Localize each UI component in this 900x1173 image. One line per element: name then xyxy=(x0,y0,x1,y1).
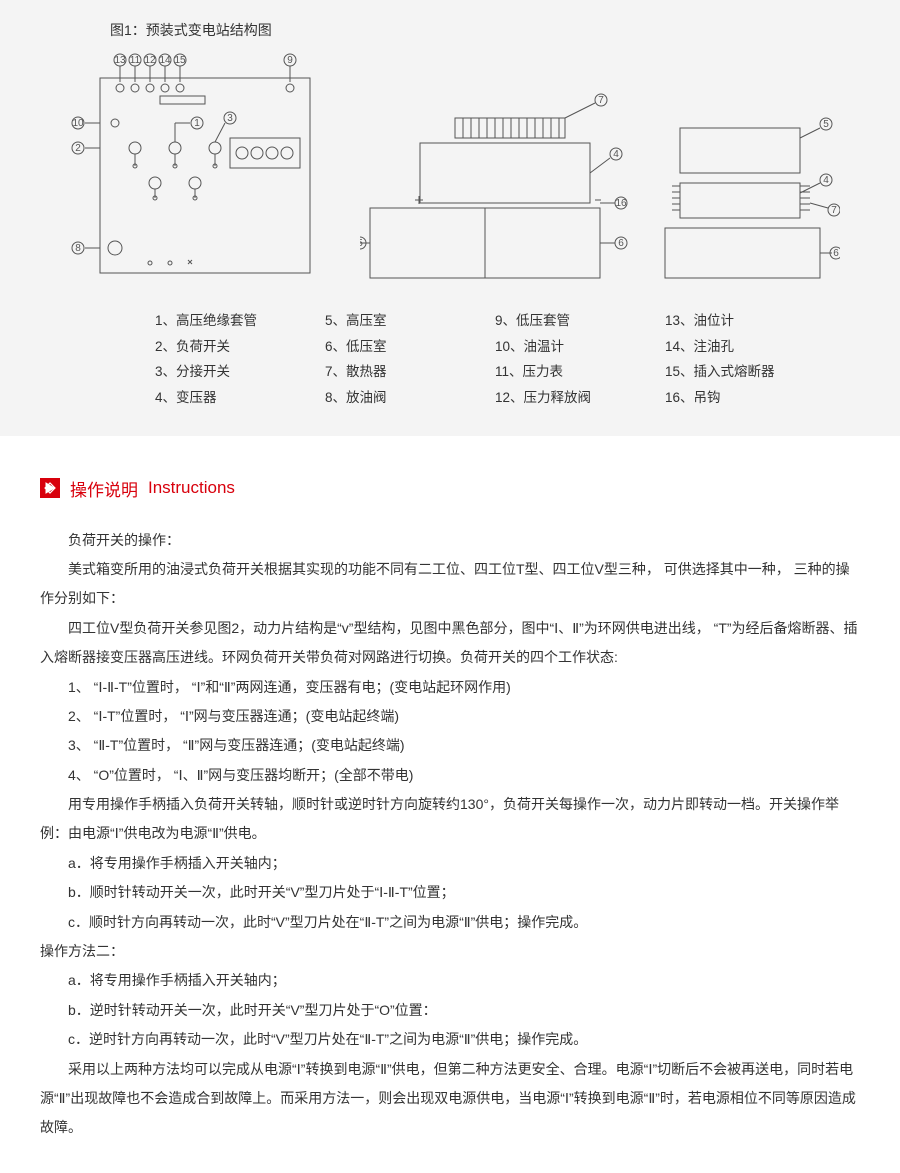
svg-text:7: 7 xyxy=(598,95,604,106)
step: a．将专用操作手柄插入开关轴内； xyxy=(40,849,860,878)
instructions-body: 负荷开关的操作： 美式箱变所用的油浸式负荷开关根据其实现的功能不同有二工位、四工… xyxy=(0,526,900,1173)
svg-text:14: 14 xyxy=(159,55,171,66)
svg-text:8: 8 xyxy=(75,243,81,254)
legend-item: 3、分接开关 xyxy=(155,359,275,385)
para: 用专用操作手柄插入负荷开关转轴，顺时针或逆时针方向旋转约130°，负荷开关每操作… xyxy=(40,790,860,849)
figure-panel: 图1：预装式变电站结构图 xyxy=(0,0,900,436)
section-header: 操作说明 Instructions xyxy=(40,476,900,501)
step: b．顺时针转动开关一次，此时开关“V”型刀片处于“Ⅰ-Ⅱ-T”位置； xyxy=(40,878,860,907)
legend-item: 5、高压室 xyxy=(325,308,445,334)
svg-text:1: 1 xyxy=(194,118,200,129)
list-item: 4、 “O”位置时， “Ⅰ、Ⅱ”网与变压器均断开；(全部不带电) xyxy=(40,761,860,790)
svg-text:5: 5 xyxy=(360,238,363,249)
legend-item: 4、变压器 xyxy=(155,385,275,411)
svg-text:6: 6 xyxy=(833,248,839,259)
legend-col-2: 5、高压室 6、低压室 7、散热器 8、放油阀 xyxy=(325,308,445,411)
legend-item: 9、低压套管 xyxy=(495,308,615,334)
list-item: 3、 “Ⅱ-T”位置时， “Ⅱ”网与变压器连通；(变电站起终端) xyxy=(40,731,860,760)
svg-text:5: 5 xyxy=(823,119,829,130)
legend-item: 1、高压绝缘套管 xyxy=(155,308,275,334)
legend-item: 12、压力释放阀 xyxy=(495,385,615,411)
legend-item: 8、放油阀 xyxy=(325,385,445,411)
legend-col-1: 1、高压绝缘套管 2、负荷开关 3、分接开关 4、变压器 xyxy=(155,308,275,411)
legend-item: 6、低压室 xyxy=(325,334,445,360)
legend: 1、高压绝缘套管 2、负荷开关 3、分接开关 4、变压器 5、高压室 6、低压室… xyxy=(30,308,870,411)
svg-text:4: 4 xyxy=(613,149,619,160)
svg-text:16: 16 xyxy=(615,198,627,209)
svg-text:6: 6 xyxy=(618,238,624,249)
step: c．逆时针方向再转动一次，此时“V”型刀片处在“Ⅱ-T”之间为电源“Ⅱ”供电；操… xyxy=(40,1025,860,1054)
legend-item: 11、压力表 xyxy=(495,359,615,385)
para: 四工位V型负荷开关参见图2，动力片结构是“v”型结构，见图中黑色部分，图中“Ⅰ、… xyxy=(40,614,860,673)
legend-item: 14、注油孔 xyxy=(665,334,785,360)
svg-text:9: 9 xyxy=(287,55,293,66)
para: 美式箱变所用的油浸式负荷开关根据其实现的功能不同有二工位、四工位T型、四工位V型… xyxy=(40,555,860,614)
svg-text:15: 15 xyxy=(174,55,186,66)
legend-item: 15、插入式熔断器 xyxy=(665,359,785,385)
section-title-en: Instructions xyxy=(148,478,235,498)
step: a．将专用操作手柄插入开关轴内； xyxy=(40,966,860,995)
para: 负荷开关的操作： xyxy=(40,526,860,555)
list-item: 2、 “Ⅰ-T”位置时， “Ⅰ”网与变压器连通；(变电站起终端) xyxy=(40,702,860,731)
diagram-c: 5 4 7 6 xyxy=(650,108,840,288)
legend-item: 10、油温计 xyxy=(495,334,615,360)
legend-item: 2、负荷开关 xyxy=(155,334,275,360)
svg-text:10: 10 xyxy=(72,118,84,129)
list-item: 1、 “Ⅰ-Ⅱ-T”位置时， “Ⅰ”和“Ⅱ”两网连通，变压器有电；(变电站起环网… xyxy=(40,673,860,702)
section-title-zh: 操作说明 xyxy=(70,476,138,501)
svg-text:11: 11 xyxy=(130,55,141,66)
legend-col-4: 13、油位计 14、注油孔 15、插入式熔断器 16、吊钩 xyxy=(665,308,785,411)
para: 操作方法二： xyxy=(40,937,860,966)
svg-text:12: 12 xyxy=(144,55,156,66)
section-icon xyxy=(40,478,60,498)
step: c．顺时针方向再转动一次，此时“V”型刀片处在“Ⅱ-T”之间为电源“Ⅱ”供电；操… xyxy=(40,908,860,937)
figure-title: 图1：预装式变电站结构图 xyxy=(110,20,870,40)
svg-text:13: 13 xyxy=(114,55,126,66)
diagram-a: 13 11 12 14 15 9 10 2 1 3 8 xyxy=(60,48,340,288)
legend-item: 16、吊钩 xyxy=(665,385,785,411)
para: 采用以上两种方法均可以完成从电源“Ⅰ”转换到电源“Ⅱ”供电，但第二种方法更安全、… xyxy=(40,1055,860,1143)
svg-text:2: 2 xyxy=(75,143,81,154)
legend-item: 13、油位计 xyxy=(665,308,785,334)
svg-text:4: 4 xyxy=(823,175,829,186)
legend-col-3: 9、低压套管 10、油温计 11、压力表 12、压力释放阀 xyxy=(495,308,615,411)
diagram-row: 13 11 12 14 15 9 10 2 1 3 8 xyxy=(30,48,870,288)
svg-text:7: 7 xyxy=(831,205,837,216)
legend-item: 7、散热器 xyxy=(325,359,445,385)
step: b．逆时针转动开关一次，此时开关“V”型刀片处于“O”位置： xyxy=(40,996,860,1025)
svg-text:3: 3 xyxy=(227,113,233,124)
diagram-b: 5 4 7 6 16 xyxy=(360,88,630,288)
